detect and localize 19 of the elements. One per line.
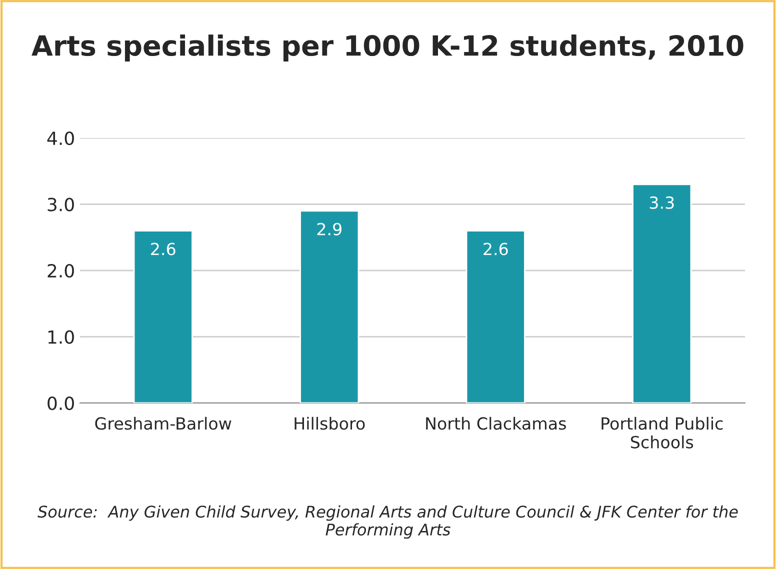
x-tick-label: Gresham-Barlow — [95, 416, 232, 430]
y-tick-label: 4.0 — [47, 131, 74, 146]
x-tick-label: Portland Public Schools — [602, 416, 723, 448]
bar — [133, 230, 193, 403]
data-label: 2.9 — [317, 222, 342, 236]
y-tick-label: 1.0 — [48, 330, 74, 344]
chart-title: Arts specialists per 1000 K-12 students, 2010 — [32, 34, 744, 62]
bar — [466, 230, 526, 403]
source-note: Source: Any Given Child Survey, Regional Arts and Culture Council & JFK Center for the Performing Arts — [38, 505, 738, 539]
x-tick-label: Hillsboro — [294, 416, 365, 430]
data-label: 3.3 — [650, 196, 674, 209]
data-label: 2.6 — [151, 242, 176, 256]
data-label: 2.6 — [484, 242, 508, 256]
bar — [632, 184, 692, 403]
y-tick-label: 0.0 — [48, 396, 74, 410]
y-tick-label: 2.0 — [48, 264, 74, 278]
y-tick-label: 3.0 — [48, 198, 74, 212]
bar — [300, 210, 360, 403]
x-tick-label: North Clackamas — [426, 416, 566, 430]
